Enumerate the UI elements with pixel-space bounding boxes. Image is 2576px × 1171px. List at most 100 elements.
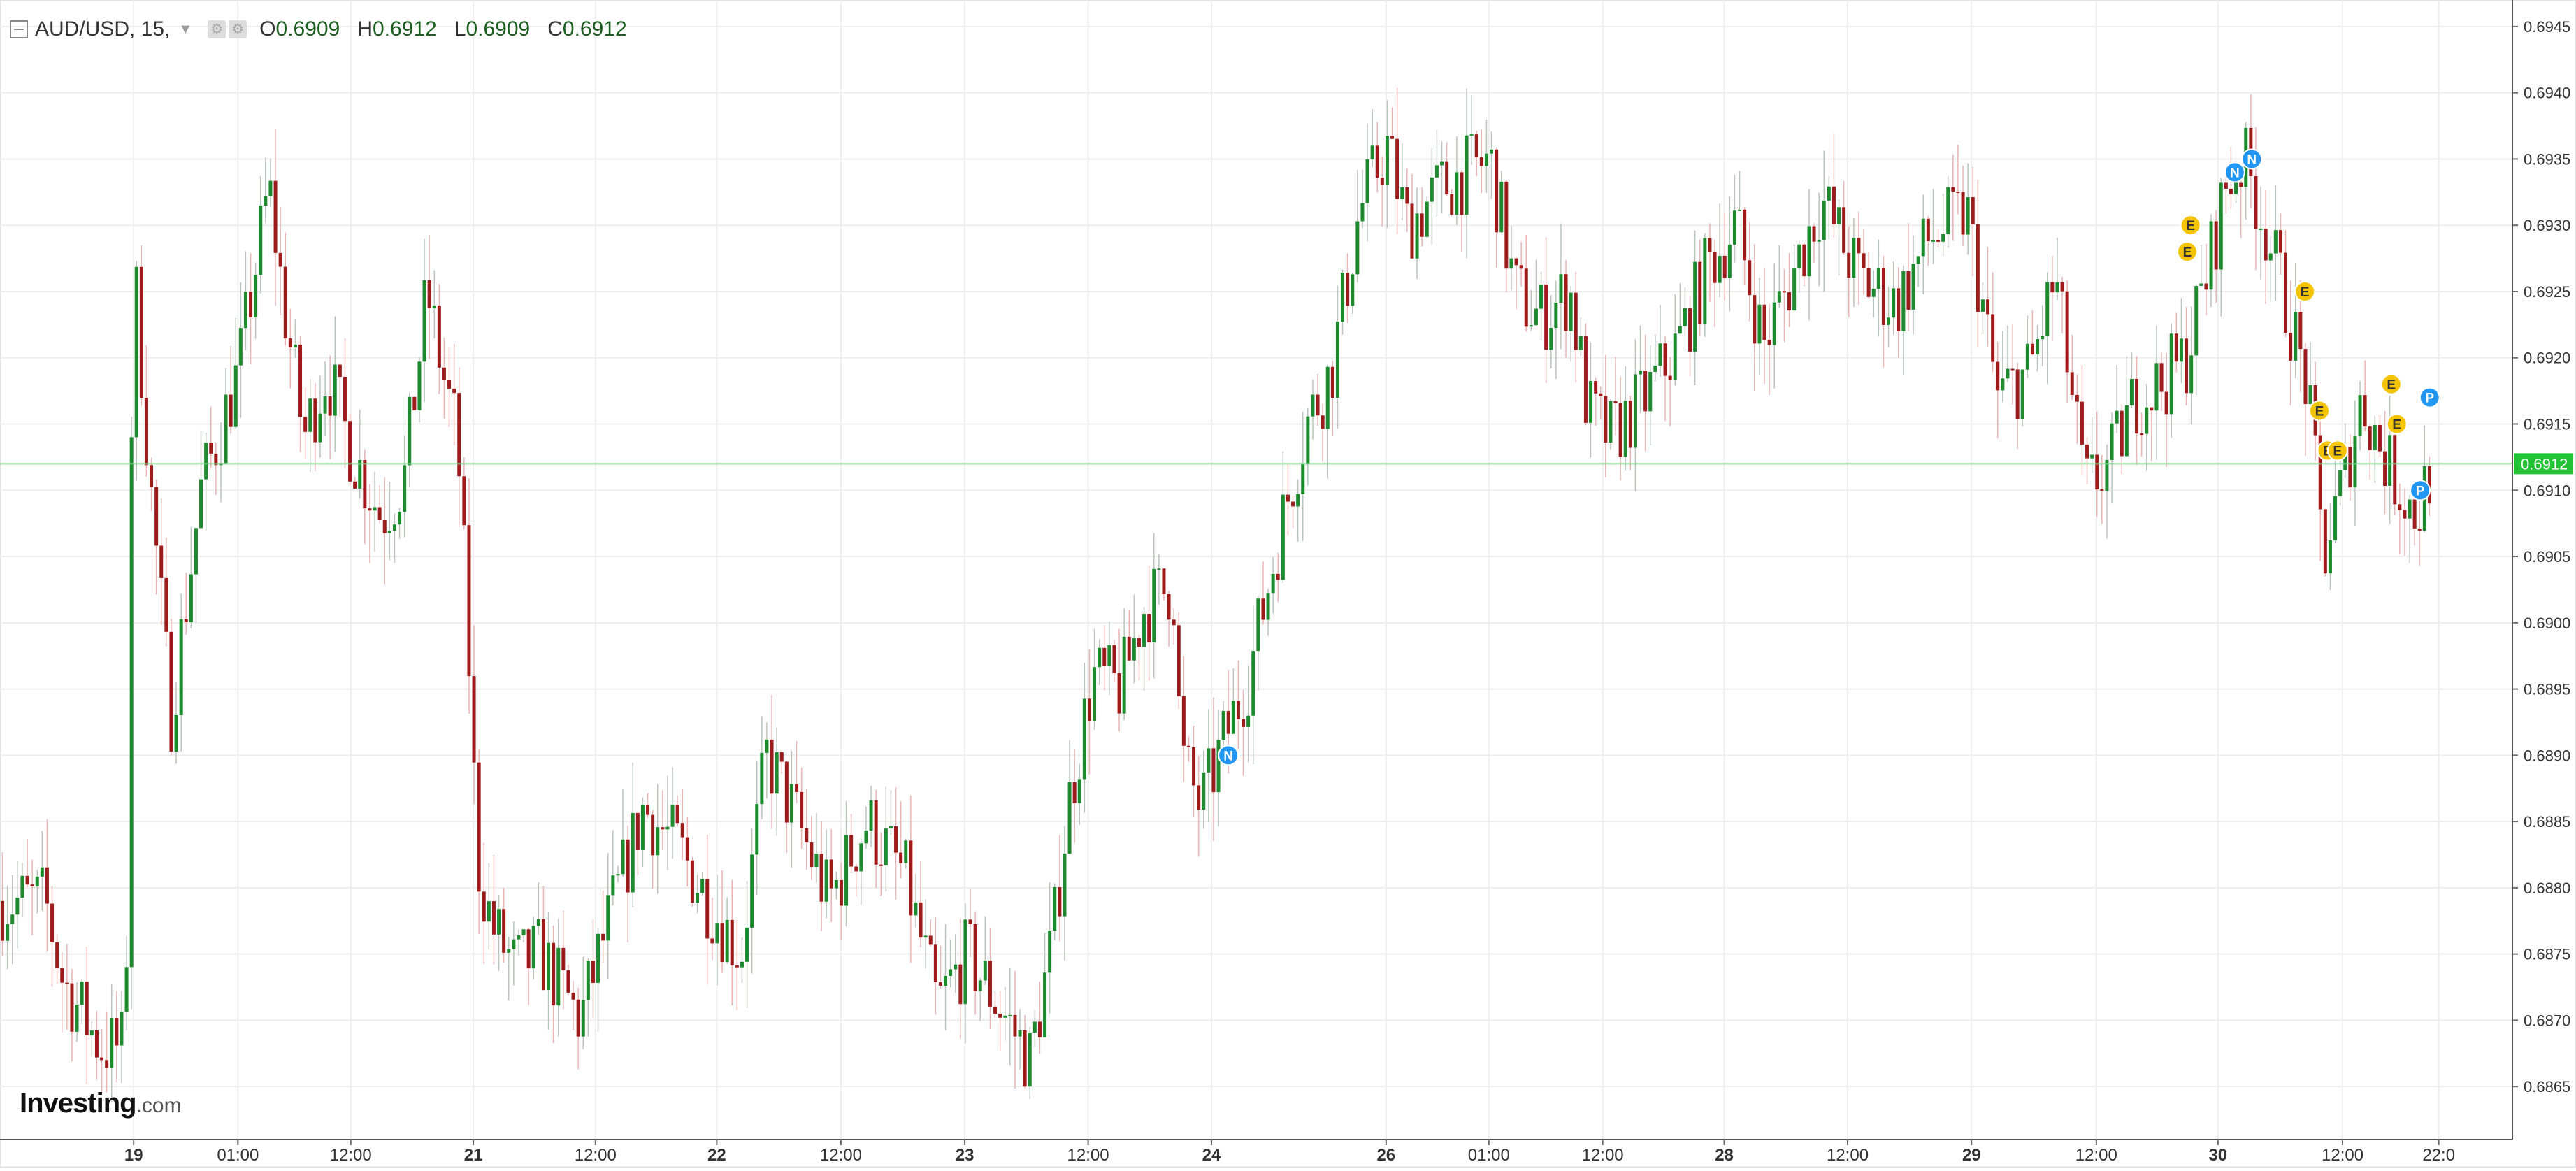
candle-body <box>447 380 452 389</box>
investing-logo[interactable]: Investing.com <box>20 1088 182 1119</box>
candle-body <box>626 839 630 893</box>
candle-body <box>1956 192 1960 194</box>
candle-body <box>1346 273 1350 306</box>
event-marker <box>2241 148 2263 170</box>
candle-body <box>2273 230 2278 254</box>
candle-body <box>2219 182 2223 270</box>
candle-body <box>318 413 322 443</box>
candle-body <box>1341 273 1345 322</box>
candle-body <box>2169 333 2173 415</box>
candle-body <box>795 784 799 792</box>
candle-body <box>2199 283 2203 286</box>
candle-body <box>1445 161 1449 194</box>
candle-body <box>408 396 412 466</box>
candle-body <box>2025 343 2029 370</box>
event-marker <box>2294 280 2316 302</box>
candle-body <box>60 968 64 983</box>
candle-body <box>1753 295 1757 344</box>
candle-body <box>452 388 456 394</box>
candle-body <box>1251 651 1255 716</box>
candle-body <box>844 835 849 906</box>
candle-body <box>2055 282 2059 293</box>
candle-body <box>94 1030 99 1058</box>
y-tick-label: 0.6915 <box>2524 416 2570 433</box>
event-marker <box>2386 413 2408 435</box>
candle-body <box>1658 343 1662 366</box>
candle-body <box>765 739 769 753</box>
candle-body <box>1479 157 1483 166</box>
candle-body <box>70 983 74 1032</box>
candle-body <box>705 879 710 939</box>
event-marker <box>2326 440 2348 461</box>
indicator-settings-icon[interactable]: ⚙ <box>229 20 247 38</box>
candle-body <box>323 396 327 414</box>
candle-body <box>1643 371 1648 412</box>
y-tick-label: 0.6875 <box>2524 946 2570 963</box>
x-tick-label: 21 <box>464 1146 483 1165</box>
candle-body <box>2080 401 2084 445</box>
x-tick-label: 12:00 <box>330 1146 372 1165</box>
symbol-label[interactable]: AUD/USD, 15, <box>35 17 171 41</box>
candle-body <box>273 180 278 253</box>
candle-body <box>2010 368 2015 371</box>
candle-body <box>129 437 134 968</box>
candle-body <box>730 919 734 965</box>
event-marker <box>2410 480 2431 501</box>
candle-body <box>2303 349 2308 405</box>
candle-body <box>933 944 937 982</box>
candle-body <box>849 835 854 867</box>
candle-body <box>1355 221 1360 275</box>
x-tick-label: 28 <box>1715 1146 1734 1165</box>
settings-icon[interactable]: ⚙ <box>208 20 226 38</box>
candle-body <box>2145 407 2149 434</box>
candle-body <box>1469 134 1474 136</box>
candle-body <box>2368 426 2372 450</box>
candle-body <box>1653 366 1657 372</box>
chevron-down-icon[interactable]: ▼ <box>178 21 193 37</box>
collapse-icon[interactable] <box>10 20 28 38</box>
candle-body <box>1286 494 1290 502</box>
candle-body <box>1668 375 1672 380</box>
candle-body <box>864 831 868 844</box>
candle-body <box>770 739 774 794</box>
candle-body <box>432 305 436 308</box>
candle-body <box>1365 159 1369 203</box>
event-marker-label: N <box>2247 152 2257 167</box>
candle-body <box>1197 785 1201 810</box>
candle-body <box>640 805 645 850</box>
candle-body <box>1246 715 1251 727</box>
candles-group <box>1 87 2431 1102</box>
candle-body <box>2020 369 2024 419</box>
candle-body <box>1708 238 1712 252</box>
candle-body <box>2120 410 2124 457</box>
candle-body <box>308 398 312 432</box>
candle-body <box>1519 265 1523 269</box>
candle-body <box>467 525 471 677</box>
candle-body <box>944 975 948 986</box>
x-tick-label: 12:00 <box>1827 1146 1869 1165</box>
high-value: 0.6912 <box>372 17 437 41</box>
candle-body <box>2129 379 2134 405</box>
candle-body <box>1043 972 1047 1037</box>
x-tick-label: 12:00 <box>1582 1146 1624 1165</box>
candle-body <box>1549 328 1553 350</box>
candle-body <box>2328 540 2332 574</box>
candle-body <box>1544 285 1548 350</box>
candle-body <box>919 902 923 938</box>
candle-body <box>1961 192 1965 235</box>
candle-body <box>810 842 814 868</box>
candle-body <box>387 531 391 533</box>
candle-body <box>1986 299 1990 315</box>
y-tick-label: 0.6865 <box>2524 1078 2570 1095</box>
y-tick-label: 0.6910 <box>2524 482 2570 499</box>
candle-body <box>914 902 918 916</box>
candle-body <box>1351 274 1355 306</box>
candle-body <box>1405 187 1409 204</box>
candle-body <box>1727 244 1732 278</box>
candle-body <box>2323 509 2327 574</box>
y-tick-label: 0.6930 <box>2524 217 2570 234</box>
candle-body <box>2015 369 2020 419</box>
candle-body <box>1242 719 1246 727</box>
